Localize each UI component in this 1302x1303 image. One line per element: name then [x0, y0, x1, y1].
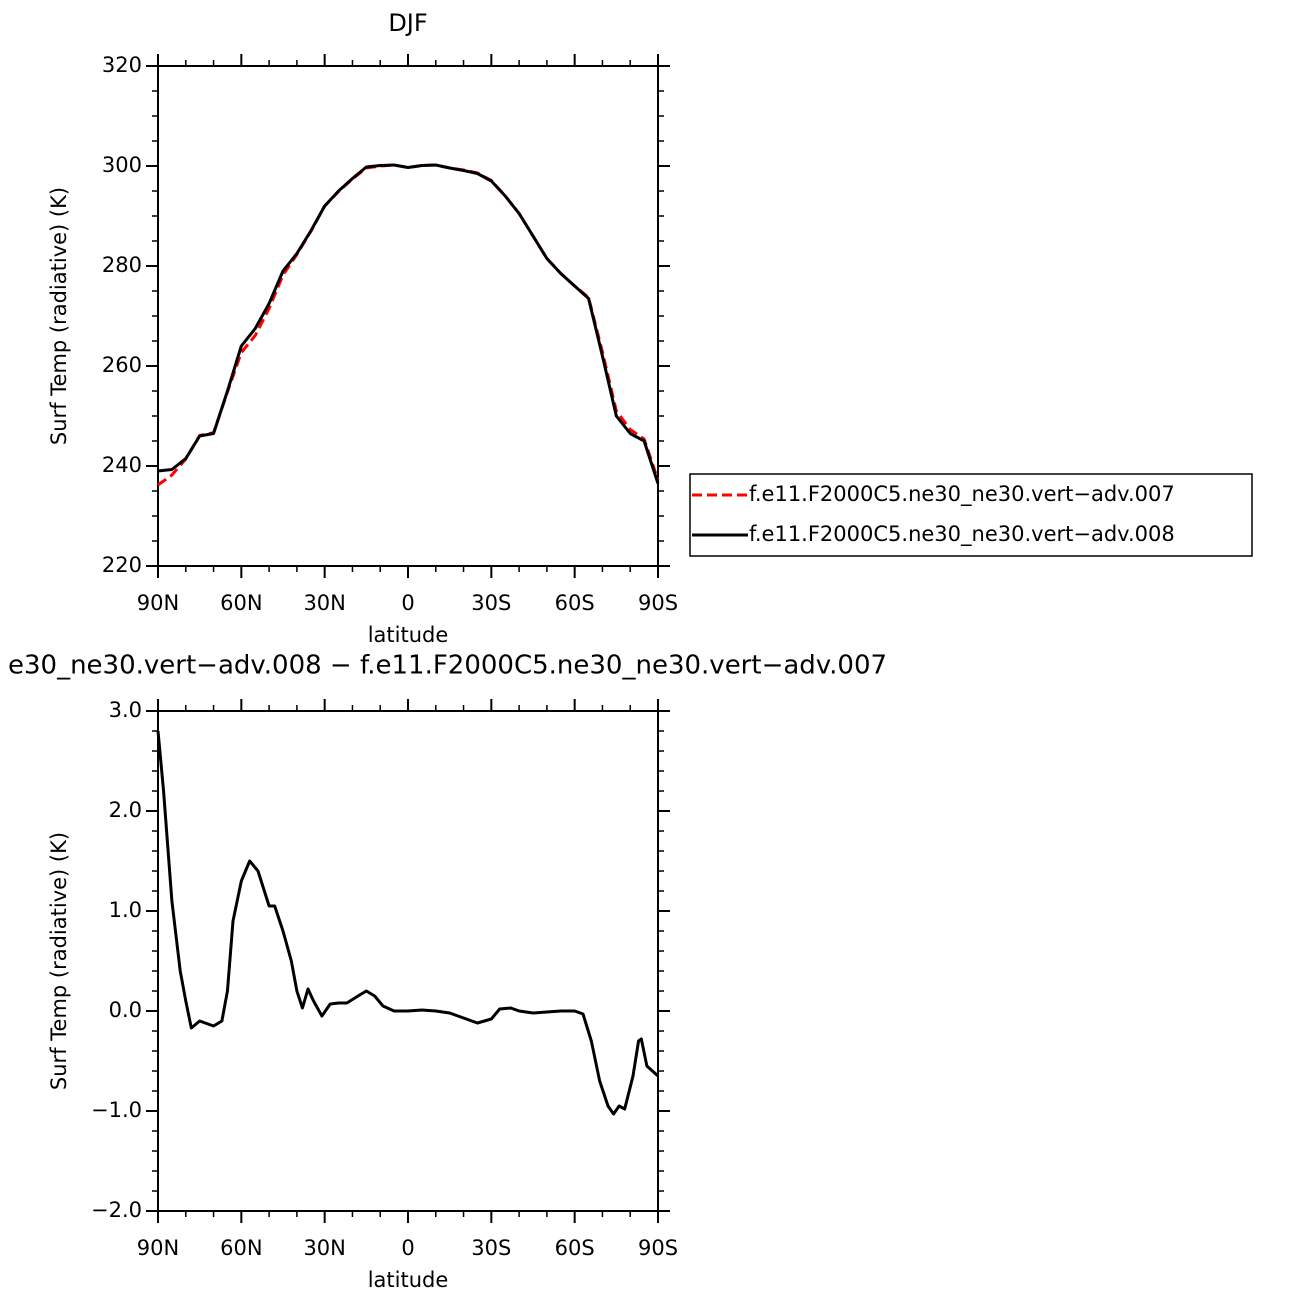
- data-line: [157, 163, 660, 487]
- x-axis-label: latitude: [368, 623, 449, 647]
- x-tick-label: 0: [401, 591, 414, 615]
- legend-box: [689, 473, 1253, 557]
- y-tick-label: 2.0: [109, 798, 142, 822]
- y-tick-label: 0.0: [109, 998, 142, 1022]
- legend-label: f.e11.F2000C5.ne30_ne30.vert−adv.008: [749, 522, 1175, 547]
- data-line: [156, 730, 660, 1116]
- x-tick-label: 90S: [638, 1236, 678, 1260]
- y-axis-label: Surf Temp (radiative) (K): [47, 832, 71, 1090]
- chart-title: e30_ne30.vert−adv.008 − f.e11.F2000C5.ne…: [8, 651, 887, 681]
- plot-frame: [157, 710, 659, 1212]
- x-tick-label: 90N: [137, 1236, 179, 1260]
- x-tick-label: 30N: [303, 1236, 345, 1260]
- legend-label: f.e11.F2000C5.ne30_ne30.vert−adv.007: [749, 482, 1175, 507]
- y-tick-label: 320: [102, 53, 142, 77]
- x-tick-label: 90N: [137, 591, 179, 615]
- y-tick-label: 280: [102, 253, 142, 277]
- chart-title: DJF: [388, 9, 427, 37]
- y-tick-label: 300: [102, 153, 142, 177]
- plot-frame: [157, 65, 659, 567]
- x-tick-label: 90S: [638, 591, 678, 615]
- x-tick-label: 30N: [303, 591, 345, 615]
- y-tick-label: 240: [102, 453, 142, 477]
- data-line: [157, 163, 660, 484]
- x-tick-label: 60S: [555, 591, 595, 615]
- x-tick-label: 30S: [471, 1236, 511, 1260]
- x-tick-label: 0: [401, 1236, 414, 1260]
- x-tick-label: 30S: [471, 591, 511, 615]
- x-tick-label: 60N: [220, 1236, 262, 1260]
- x-tick-label: 60N: [220, 591, 262, 615]
- y-tick-label: 1.0: [109, 898, 142, 922]
- y-tick-label: −1.0: [91, 1098, 142, 1122]
- x-axis-label: latitude: [368, 1268, 449, 1292]
- y-axis-label: Surf Temp (radiative) (K): [47, 187, 71, 445]
- y-tick-label: 260: [102, 353, 142, 377]
- y-tick-label: 3.0: [109, 698, 142, 722]
- x-tick-label: 60S: [555, 1236, 595, 1260]
- y-tick-label: −2.0: [91, 1198, 142, 1222]
- y-tick-label: 220: [102, 553, 142, 577]
